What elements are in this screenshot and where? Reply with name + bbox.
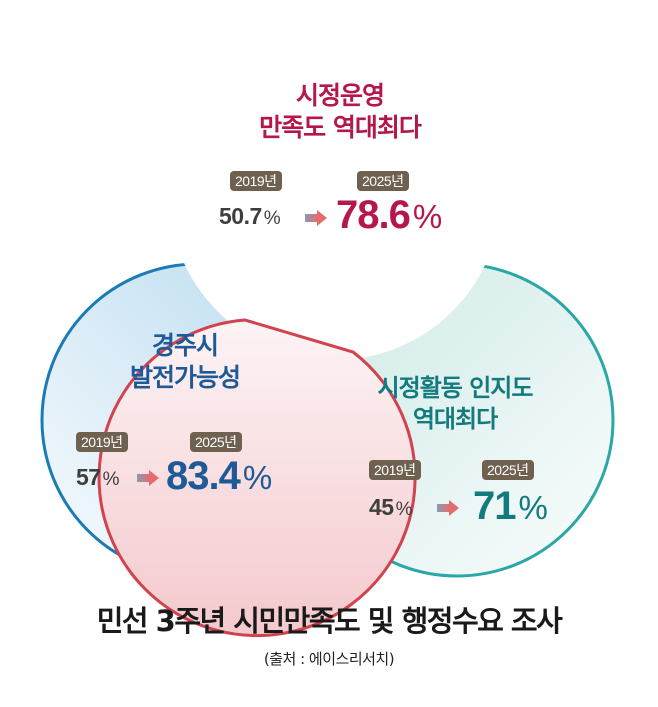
year-badge-2019: 2019년 xyxy=(369,460,421,480)
year-badge-2019: 2019년 xyxy=(230,171,282,191)
source-note: (출처 : 에이스리서치) xyxy=(263,650,395,668)
arrow-icon-right xyxy=(437,500,459,516)
circle-top-title-line1: 시정운영 xyxy=(295,81,385,110)
circle-right-title-line2: 역대최다 xyxy=(412,404,498,433)
arrow-icon-left xyxy=(137,470,159,486)
year-badge-2019: 2019년 xyxy=(76,432,128,452)
value-2019: 50.7% xyxy=(219,203,281,229)
circle-left-title-line1: 경주시 xyxy=(151,331,219,360)
value-2025: 78.6% xyxy=(336,193,442,237)
value-2019: 57% xyxy=(76,464,120,490)
circle-top-title: 시정운영 만족도 역대최다 xyxy=(200,80,480,144)
infographic-title: 민선 3주년 시민만족도 및 행정수요 조사 xyxy=(96,604,563,638)
circle-left-title: 경주시 발전가능성 xyxy=(60,330,310,394)
value-2025: 83.4% xyxy=(166,454,272,498)
arrow-icon-top xyxy=(305,210,327,226)
year-badge-2025: 2025년 xyxy=(190,432,242,452)
circle-top-title-line2: 만족도 역대최다 xyxy=(259,113,422,142)
circle-left-title-line2: 발전가능성 xyxy=(129,363,241,392)
year-badge-2025: 2025년 xyxy=(482,460,534,480)
circle-right-title: 시정활동 인지도 역대최다 xyxy=(330,373,580,434)
circle-right-title-line1: 시정활동 인지도 xyxy=(377,374,534,402)
value-2025: 71% xyxy=(473,484,548,528)
value-2019: 45% xyxy=(369,494,413,520)
year-badge-2025: 2025년 xyxy=(357,171,409,191)
